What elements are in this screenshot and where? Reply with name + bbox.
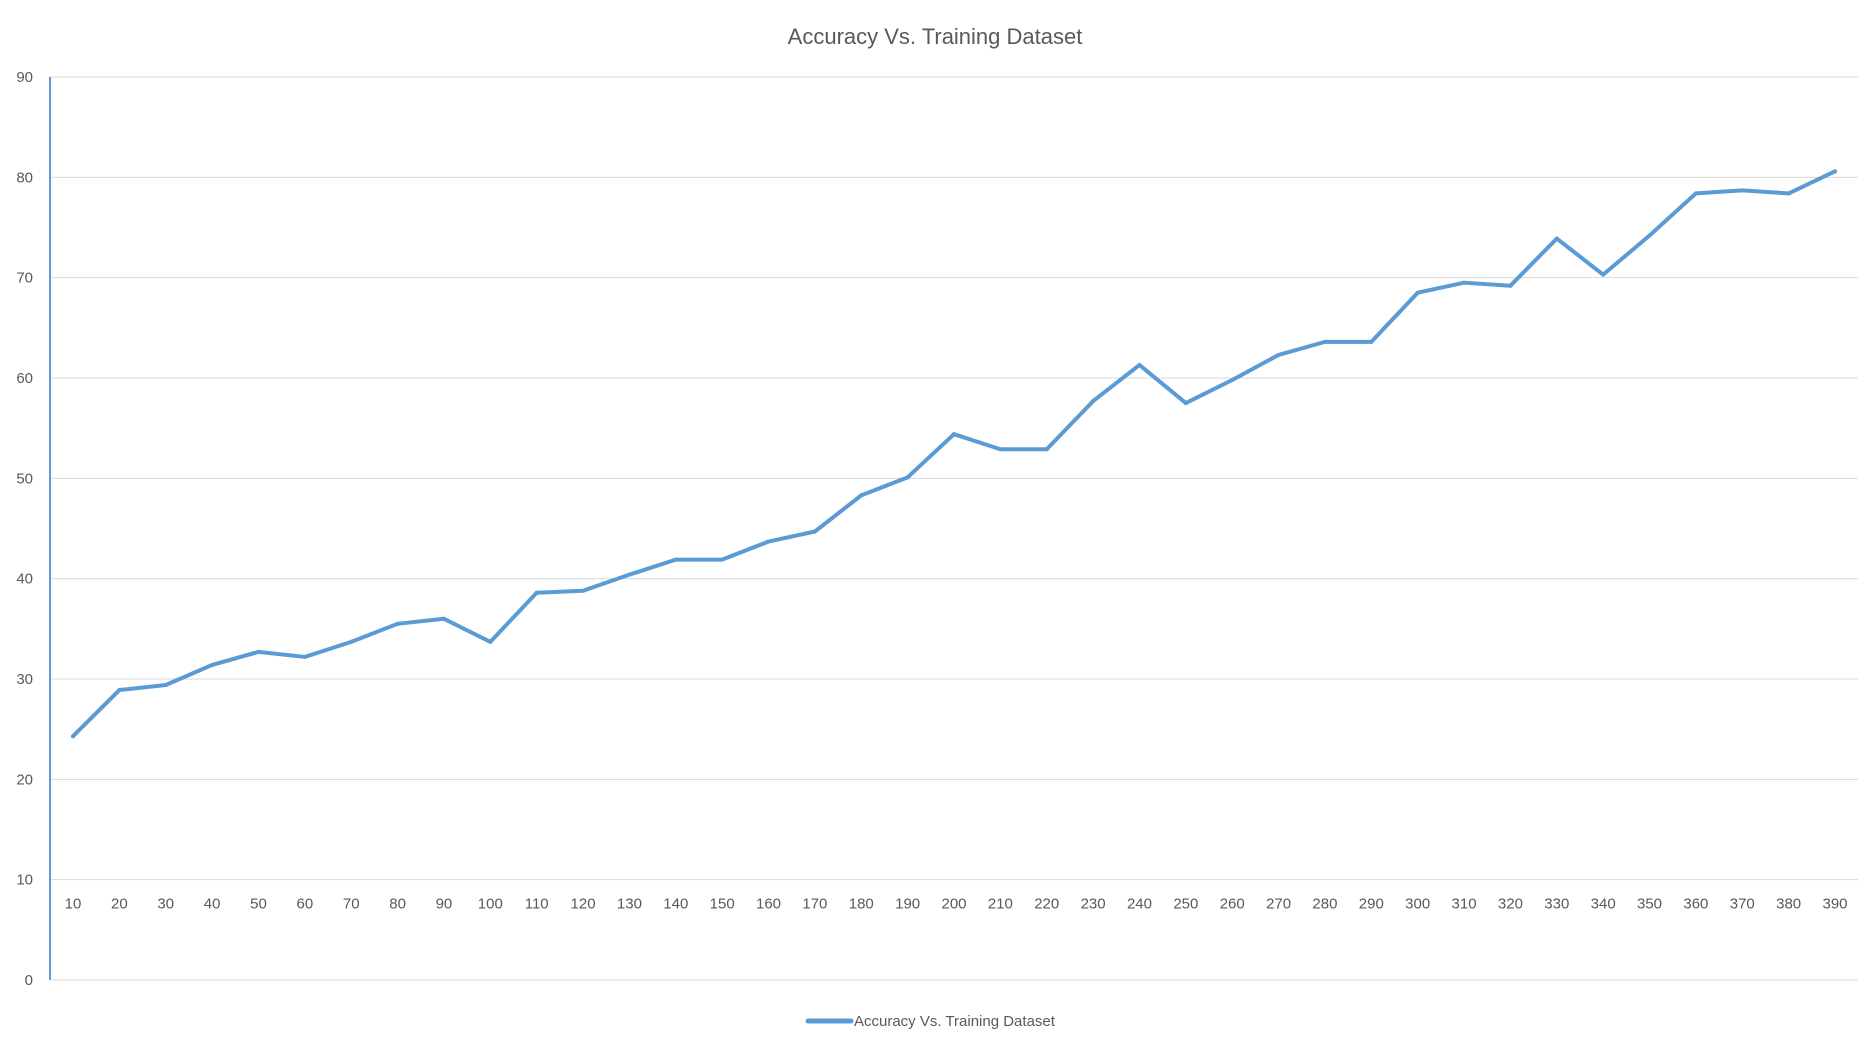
x-tick-label: 310 (1452, 896, 1477, 913)
gridlines (50, 76, 1858, 881)
data-point (1740, 188, 1745, 193)
chart-title: Accuracy Vs. Training Dataset (788, 24, 1083, 49)
data-point (905, 475, 910, 480)
x-tick-label: 220 (1034, 896, 1059, 913)
data-point (1647, 233, 1652, 238)
data-point (302, 654, 307, 659)
x-tick-label: 280 (1312, 896, 1337, 913)
x-tick-label: 250 (1173, 896, 1198, 913)
x-tick-label: 140 (663, 896, 688, 913)
x-tick-label: 180 (849, 896, 874, 913)
data-point (952, 432, 956, 437)
data-point (720, 557, 725, 562)
legend: Accuracy Vs. Training Dataset (805, 1013, 1056, 1030)
x-tick-label: 20 (111, 896, 128, 913)
x-tick-label: 320 (1498, 896, 1523, 913)
legend-label: Accuracy Vs. Training Dataset (854, 1013, 1056, 1030)
y-tick-label: 70 (16, 270, 33, 287)
y-tick-label: 10 (16, 872, 33, 889)
data-point (163, 683, 168, 688)
y-tick-label: 20 (16, 771, 33, 788)
x-tick-label: 50 (250, 896, 267, 913)
x-tick-label: 70 (343, 896, 360, 913)
x-tick-label: 230 (1081, 896, 1106, 913)
data-point (766, 539, 771, 544)
x-tick-label: 370 (1730, 896, 1755, 913)
y-tick-label: 50 (16, 470, 33, 487)
data-point (117, 688, 122, 693)
data-point (627, 572, 632, 577)
x-tick-label: 30 (157, 896, 174, 913)
x-tick-label: 190 (895, 896, 920, 913)
y-tick-label: 90 (16, 69, 33, 86)
y-tick-label: 0 (25, 972, 33, 989)
data-point (1137, 362, 1142, 367)
data-point (1833, 169, 1837, 174)
x-tick-label: 210 (988, 896, 1013, 913)
x-tick-label: 290 (1359, 896, 1384, 913)
data-point (349, 639, 354, 644)
x-axis-ticks: 10 20 30 40 50 60 70 80 90 100 110 120 130 140 150 160 1… (65, 896, 1848, 913)
x-tick-label: 110 (525, 896, 549, 913)
data-point (1044, 447, 1049, 452)
data-point (1554, 236, 1559, 241)
data-point (441, 616, 446, 621)
data-point (1601, 272, 1606, 277)
x-tick-label: 260 (1220, 896, 1245, 913)
x-tick-label: 80 (389, 896, 406, 913)
x-tick-label: 100 (478, 896, 503, 913)
x-tick-label: 380 (1776, 896, 1801, 913)
x-tick-label: 160 (756, 896, 781, 913)
data-point (812, 529, 817, 534)
x-tick-label: 300 (1405, 896, 1430, 913)
y-tick-label: 80 (16, 169, 33, 186)
x-tick-label: 350 (1637, 896, 1662, 913)
data-point (1091, 399, 1096, 404)
data-point (673, 557, 678, 562)
data-point (71, 734, 75, 739)
data-point (1462, 280, 1467, 285)
y-axis-ticks: 0 10 20 30 40 50 60 70 80 90 (16, 69, 33, 989)
x-tick-label: 40 (204, 896, 221, 913)
x-tick-label: 60 (296, 896, 313, 913)
x-tick-label: 270 (1266, 896, 1291, 913)
x-tick-label: 90 (436, 896, 453, 913)
data-point (1276, 352, 1281, 357)
data-point (1322, 339, 1327, 344)
data-point (210, 662, 215, 667)
x-tick-label: 200 (941, 896, 966, 913)
y-tick-label: 30 (16, 671, 33, 688)
x-tick-label: 150 (710, 896, 735, 913)
data-point (1183, 401, 1188, 406)
x-tick-label: 170 (802, 896, 827, 913)
y-tick-label: 60 (16, 370, 33, 387)
y-tick-label: 40 (16, 571, 33, 588)
x-tick-label: 120 (571, 896, 596, 913)
x-tick-label: 240 (1127, 896, 1152, 913)
data-point (998, 447, 1003, 452)
data-point (859, 493, 864, 498)
x-tick-label: 10 (65, 896, 82, 913)
series-layer (71, 169, 1837, 739)
data-point (1230, 378, 1235, 383)
x-tick-label: 130 (617, 896, 642, 913)
data-point (1508, 283, 1513, 288)
data-point (1369, 339, 1374, 344)
x-tick-label: 390 (1822, 896, 1847, 913)
data-point (488, 639, 493, 644)
data-point (581, 588, 586, 593)
x-tick-label: 330 (1544, 896, 1569, 913)
data-point (1415, 290, 1420, 295)
series-line (71, 169, 1837, 739)
data-point (534, 590, 539, 595)
x-tick-label: 360 (1683, 896, 1708, 913)
data-point (1786, 191, 1791, 196)
data-point (395, 621, 400, 626)
x-tick-label: 340 (1591, 896, 1616, 913)
data-point (1693, 191, 1698, 196)
data-point (256, 649, 261, 654)
